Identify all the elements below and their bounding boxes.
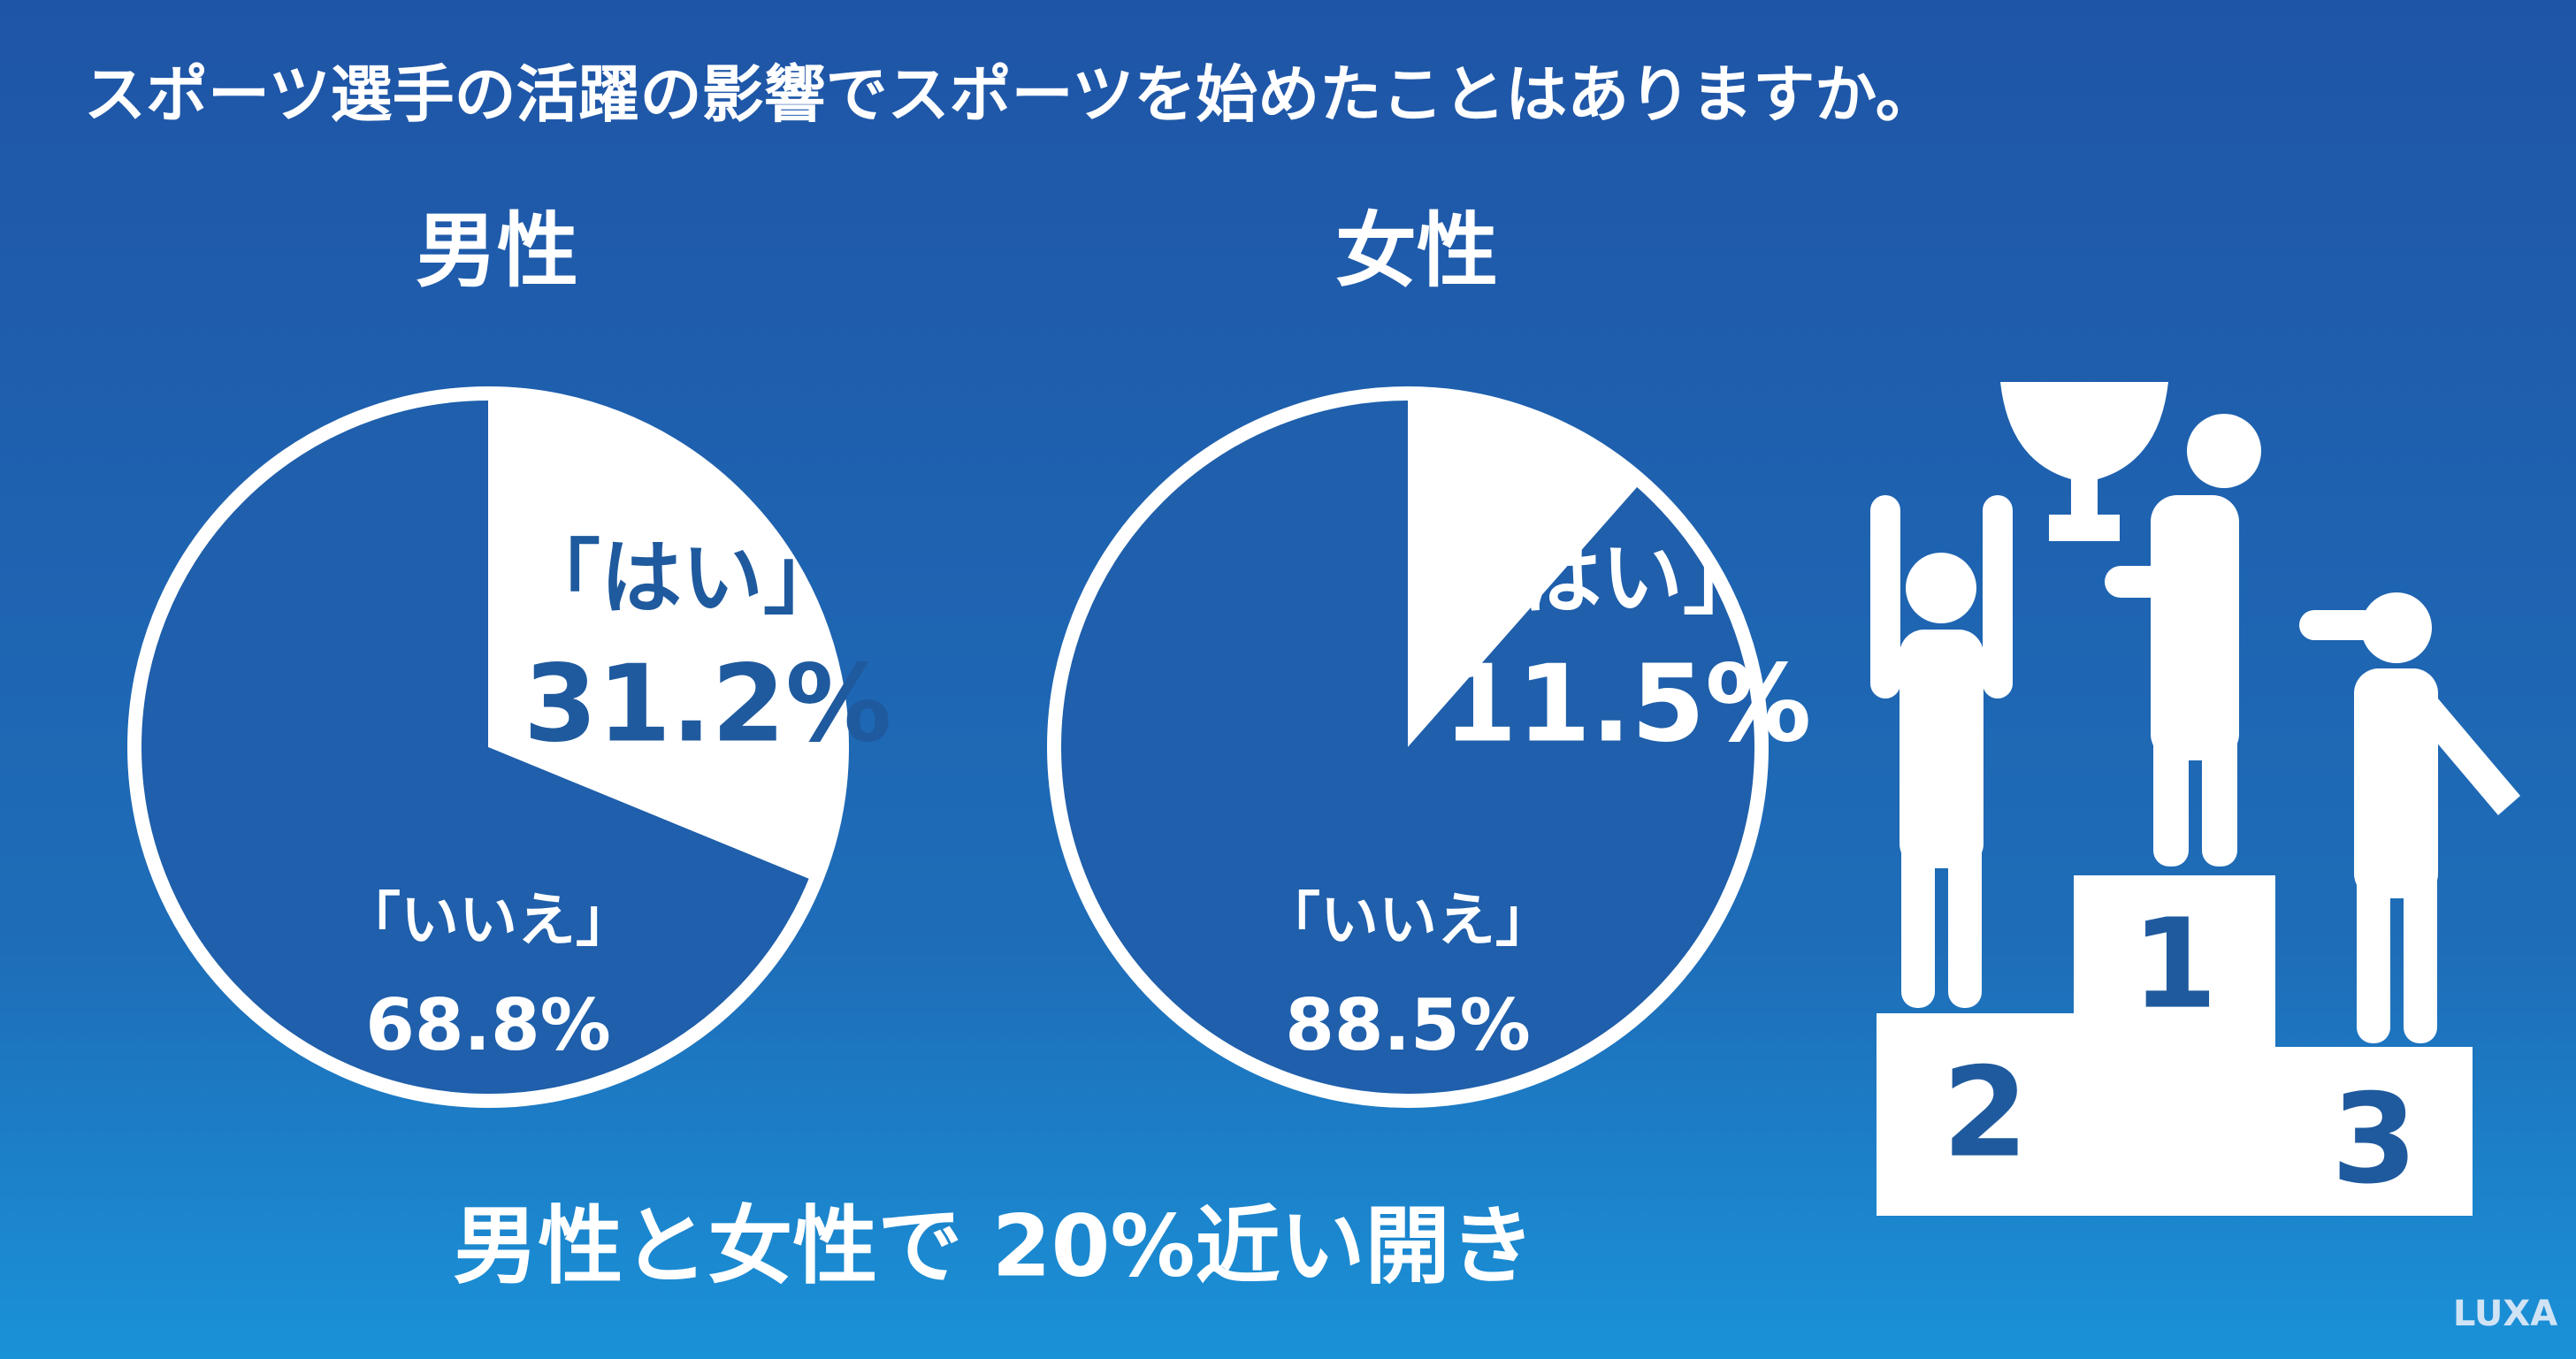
figure-leg — [1901, 831, 1935, 1008]
value-label: 11.5% — [1443, 644, 1811, 767]
figure-body — [2354, 668, 2438, 898]
figure-leg — [2357, 867, 2390, 1043]
pie-ring — [127, 386, 849, 1108]
pie-title: 男性 — [416, 203, 578, 298]
podium-number: 3 — [2331, 1068, 2417, 1212]
figure-arm — [1983, 495, 2013, 699]
title: スポーツ選手の活躍の影響でスポーツを始めたことはありますか。 — [84, 58, 1938, 131]
pie-slice — [134, 393, 816, 1101]
slice-label: 「いいえ」 — [1262, 886, 1554, 954]
figure-head — [2361, 592, 2432, 663]
slice-label: 「いいえ」 — [342, 886, 634, 954]
logo: LUXA — [2453, 1294, 2557, 1334]
figure-arm — [2401, 681, 2520, 815]
value-label: 88.5% — [1285, 984, 1531, 1066]
figure-head — [1906, 553, 1976, 623]
pie-slice — [1053, 393, 1762, 1101]
figure-leg — [2404, 867, 2437, 1043]
figure-leg — [2153, 725, 2189, 867]
slice-label: 「はい」 — [1439, 531, 1764, 625]
figure-head — [2187, 414, 2261, 488]
figure-arm — [2105, 566, 2220, 598]
figure-arm — [1870, 495, 1900, 699]
pie-title: 女性 — [1335, 203, 1498, 298]
slice-label: 「はい」 — [519, 531, 845, 625]
trophy — [2000, 382, 2168, 541]
pie-slice — [1408, 393, 1642, 747]
podium-illustration — [1870, 382, 2520, 1216]
figure-leg — [1948, 831, 1982, 1008]
figure-body — [1900, 630, 1984, 868]
podium-number: 1 — [2131, 893, 2217, 1037]
podium-number: 2 — [1942, 1042, 2028, 1186]
figure-arm — [2299, 610, 2379, 640]
podium-block — [2074, 875, 2275, 1216]
summary: 男性と女性で 20%近い開き — [453, 1196, 1534, 1295]
pie-ring — [1047, 386, 1769, 1108]
value-label: 68.8% — [365, 984, 611, 1066]
podium-block — [1877, 1013, 2074, 1216]
figure-body — [2151, 495, 2239, 760]
value-label: 31.2% — [524, 644, 891, 767]
podium-block — [2275, 1047, 2473, 1216]
figure-leg — [2202, 725, 2237, 867]
